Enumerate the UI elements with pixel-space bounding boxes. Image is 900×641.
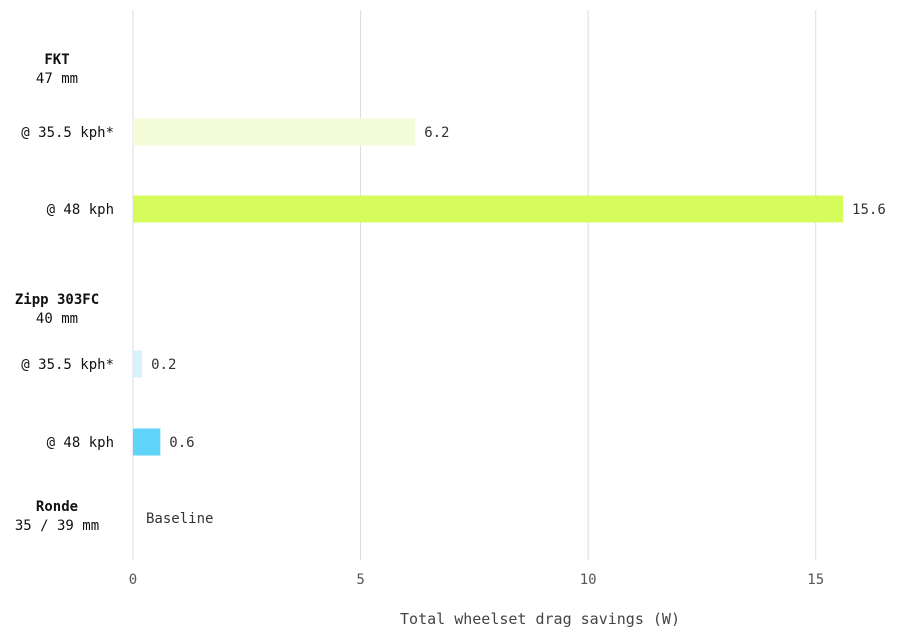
x-tick-label-5: 5: [356, 572, 364, 588]
group-name-2: Ronde: [36, 499, 78, 515]
bar-3: [133, 428, 161, 456]
group-name-1: Zipp 303FC: [15, 292, 99, 308]
bar-0: [133, 118, 416, 146]
value-label-2: 0.2: [151, 357, 176, 373]
label-layer: 0 5 10 15 FKT 47 mm Zipp 303FC 40 mm Ronde 35 / 3…: [15, 52, 886, 588]
group-name-0: FKT: [44, 52, 69, 68]
value-label-0: 6.2: [424, 125, 449, 141]
category-label-1: @ 48 kph: [47, 202, 114, 218]
value-label-4: Baseline: [146, 511, 213, 527]
group-sublabel-0: 47 mm: [36, 71, 78, 87]
x-axis-title: Total wheelset drag savings (W): [400, 610, 680, 628]
category-label-0: @ 35.5 kph*: [21, 125, 114, 141]
category-label-2: @ 35.5 kph*: [21, 357, 114, 373]
x-tick-label-10: 10: [580, 572, 597, 588]
group-sublabel-2: 35 / 39 mm: [15, 518, 99, 534]
grid-layer: [132, 10, 817, 560]
x-tick-label-0: 0: [129, 572, 137, 588]
value-label-3: 0.6: [169, 435, 194, 451]
bar-2: [133, 350, 143, 378]
bar-layer: [133, 118, 844, 456]
bar-1: [133, 195, 844, 223]
x-tick-label-15: 15: [807, 572, 824, 588]
value-label-1: 15.6: [852, 202, 886, 218]
category-label-3: @ 48 kph: [47, 435, 114, 451]
group-sublabel-1: 40 mm: [36, 311, 78, 327]
